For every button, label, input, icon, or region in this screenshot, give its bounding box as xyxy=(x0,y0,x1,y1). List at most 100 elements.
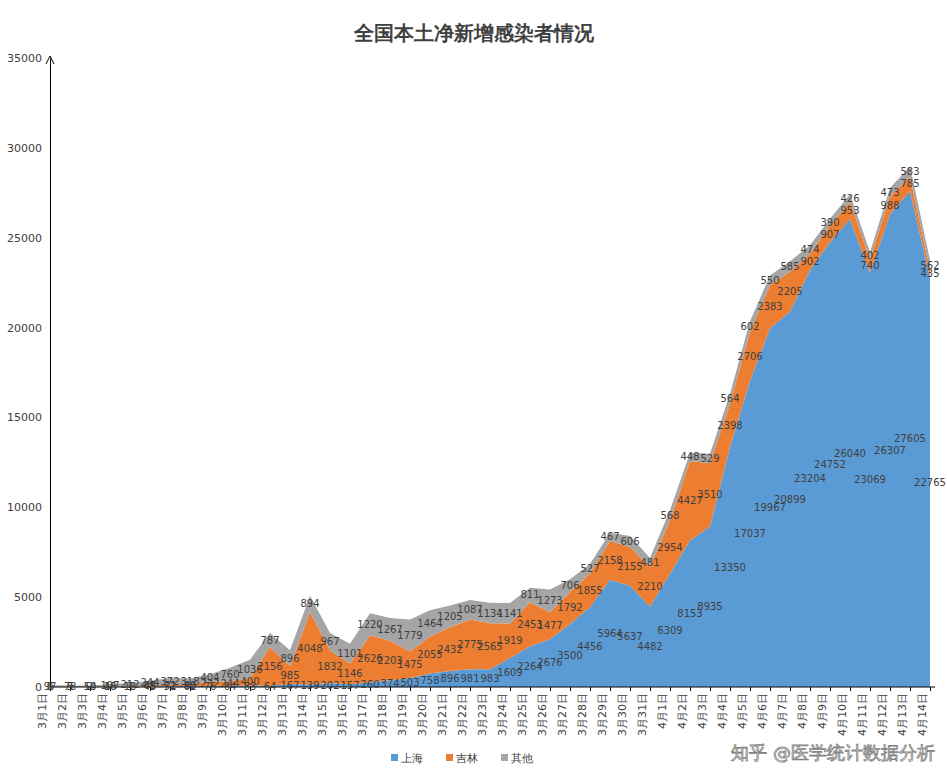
x-tick-label: 3月19日 xyxy=(396,693,409,736)
x-tick: 4月14日 xyxy=(916,687,931,736)
data-label: 4456 xyxy=(577,641,602,652)
data-label: 902 xyxy=(800,256,819,267)
data-label: 157 xyxy=(340,680,359,691)
data-label: 212 xyxy=(120,679,139,690)
data-label: 6309 xyxy=(657,625,682,636)
x-tick: 4月7日 xyxy=(776,687,791,729)
x-tick-label: 3月8日 xyxy=(176,693,189,729)
data-label: 562 xyxy=(920,260,939,271)
x-tick: 3月3日 xyxy=(76,687,91,729)
x-tick-label: 4月12日 xyxy=(876,693,889,736)
data-label: 1475 xyxy=(397,659,422,670)
x-tick: 3月1日 xyxy=(36,687,51,729)
data-label: 24752 xyxy=(814,459,846,470)
x-tick-line xyxy=(510,687,511,691)
data-label: 981 xyxy=(460,673,479,684)
x-tick-label: 4月5日 xyxy=(736,693,749,729)
x-tick-label: 4月14日 xyxy=(916,693,929,736)
y-tick: 35000 xyxy=(7,52,50,65)
x-tick-line xyxy=(730,687,731,691)
plot: 050001000015000200002500030000350003月1日3… xyxy=(7,52,946,736)
data-label: 785 xyxy=(900,178,919,189)
x-tick-label: 4月6日 xyxy=(756,693,769,729)
x-tick-label: 3月21日 xyxy=(436,693,449,736)
data-label: 967 xyxy=(320,636,339,647)
data-label: 374 xyxy=(380,678,399,689)
x-tick-label: 4月4日 xyxy=(716,693,729,729)
x-tick: 3月23日 xyxy=(476,687,491,736)
x-tick-label: 3月2日 xyxy=(56,693,69,729)
annotation: 知乎 @医学统计数据分析 xyxy=(731,742,935,763)
x-tick-label: 4月11日 xyxy=(856,693,869,736)
data-label: 20899 xyxy=(774,494,806,505)
legend-swatch xyxy=(446,754,453,761)
x-tick-label: 4月13日 xyxy=(896,693,909,736)
data-label: 758 xyxy=(420,675,439,686)
x-tick-label: 3月14日 xyxy=(296,693,309,736)
x-tick-line xyxy=(590,687,591,691)
x-tick-label: 3月22日 xyxy=(456,693,469,736)
data-label: 78 xyxy=(64,681,77,692)
data-label: 1855 xyxy=(577,585,602,596)
x-tick: 3月7日 xyxy=(156,687,171,729)
data-label: 26040 xyxy=(834,448,866,459)
x-tick-label: 3月7日 xyxy=(156,693,169,729)
data-label: 400 xyxy=(240,676,259,687)
data-label: 260 xyxy=(360,679,379,690)
x-tick: 3月17日 xyxy=(356,687,371,736)
y-tick: 30000 xyxy=(7,142,50,155)
legend-item: 吉林 xyxy=(446,752,478,765)
x-tick: 3月14日 xyxy=(296,687,311,736)
y-tick-label: 15000 xyxy=(7,411,42,424)
y-axis-line xyxy=(50,59,51,688)
y-tick: 20000 xyxy=(7,322,50,335)
x-tick-label: 3月18日 xyxy=(376,693,389,736)
x-tick-label: 4月8日 xyxy=(796,693,809,729)
data-label: 503 xyxy=(400,677,419,688)
x-tick-label: 3月9日 xyxy=(196,693,209,729)
data-label: 1101 xyxy=(337,648,362,659)
x-axis: 3月1日3月2日3月3日3月4日3月5日3月6日3月7日3月8日3月9日3月10… xyxy=(36,687,935,736)
x-tick: 3月21日 xyxy=(436,687,451,736)
data-label: 107 xyxy=(100,680,119,691)
data-label: 1477 xyxy=(537,620,562,631)
chart: 全国本土净新增感染者情况0500010000150002000025000300… xyxy=(0,0,947,777)
x-tick-label: 3月1日 xyxy=(36,693,49,729)
y-tick-label: 25000 xyxy=(7,232,42,245)
x-tick-line xyxy=(490,687,491,691)
x-tick-label: 3月23日 xyxy=(476,693,489,736)
data-label: 426 xyxy=(840,193,859,204)
data-label: 473 xyxy=(880,187,899,198)
x-tick-label: 3月10日 xyxy=(216,693,229,736)
legend-label: 其他 xyxy=(511,752,533,765)
x-tick: 4月2日 xyxy=(676,687,691,729)
x-tick: 3月10日 xyxy=(216,687,231,736)
data-label: 481 xyxy=(640,557,659,568)
legend: 上海吉林其他 xyxy=(391,752,533,765)
x-tick: 3月30日 xyxy=(616,687,631,736)
data-label: 1779 xyxy=(397,630,422,641)
data-label: 1273 xyxy=(537,595,562,606)
x-tick: 3月29日 xyxy=(596,687,611,736)
x-tick: 3月16日 xyxy=(336,687,351,736)
area-series xyxy=(50,166,930,687)
x-tick-line xyxy=(550,687,551,691)
x-tick: 3月4日 xyxy=(96,687,111,729)
data-label: 2205 xyxy=(777,286,802,297)
x-tick: 4月1日 xyxy=(656,687,671,729)
x-tick-label: 3月11日 xyxy=(236,693,249,736)
x-tick-label: 3月29日 xyxy=(596,693,609,736)
y-tick-label: 5000 xyxy=(14,591,42,604)
x-tick-line xyxy=(650,687,651,691)
area-series xyxy=(50,191,930,687)
data-label: 23204 xyxy=(794,473,826,484)
x-tick-line xyxy=(690,687,691,691)
x-tick-line xyxy=(850,687,851,691)
data-label: 606 xyxy=(620,536,639,547)
x-tick: 3月28日 xyxy=(576,687,591,736)
areas xyxy=(50,166,930,687)
y-tick-label: 20000 xyxy=(7,322,42,335)
x-tick-line xyxy=(610,687,611,691)
x-tick: 4月6日 xyxy=(756,687,771,729)
data-label: 3510 xyxy=(697,489,722,500)
